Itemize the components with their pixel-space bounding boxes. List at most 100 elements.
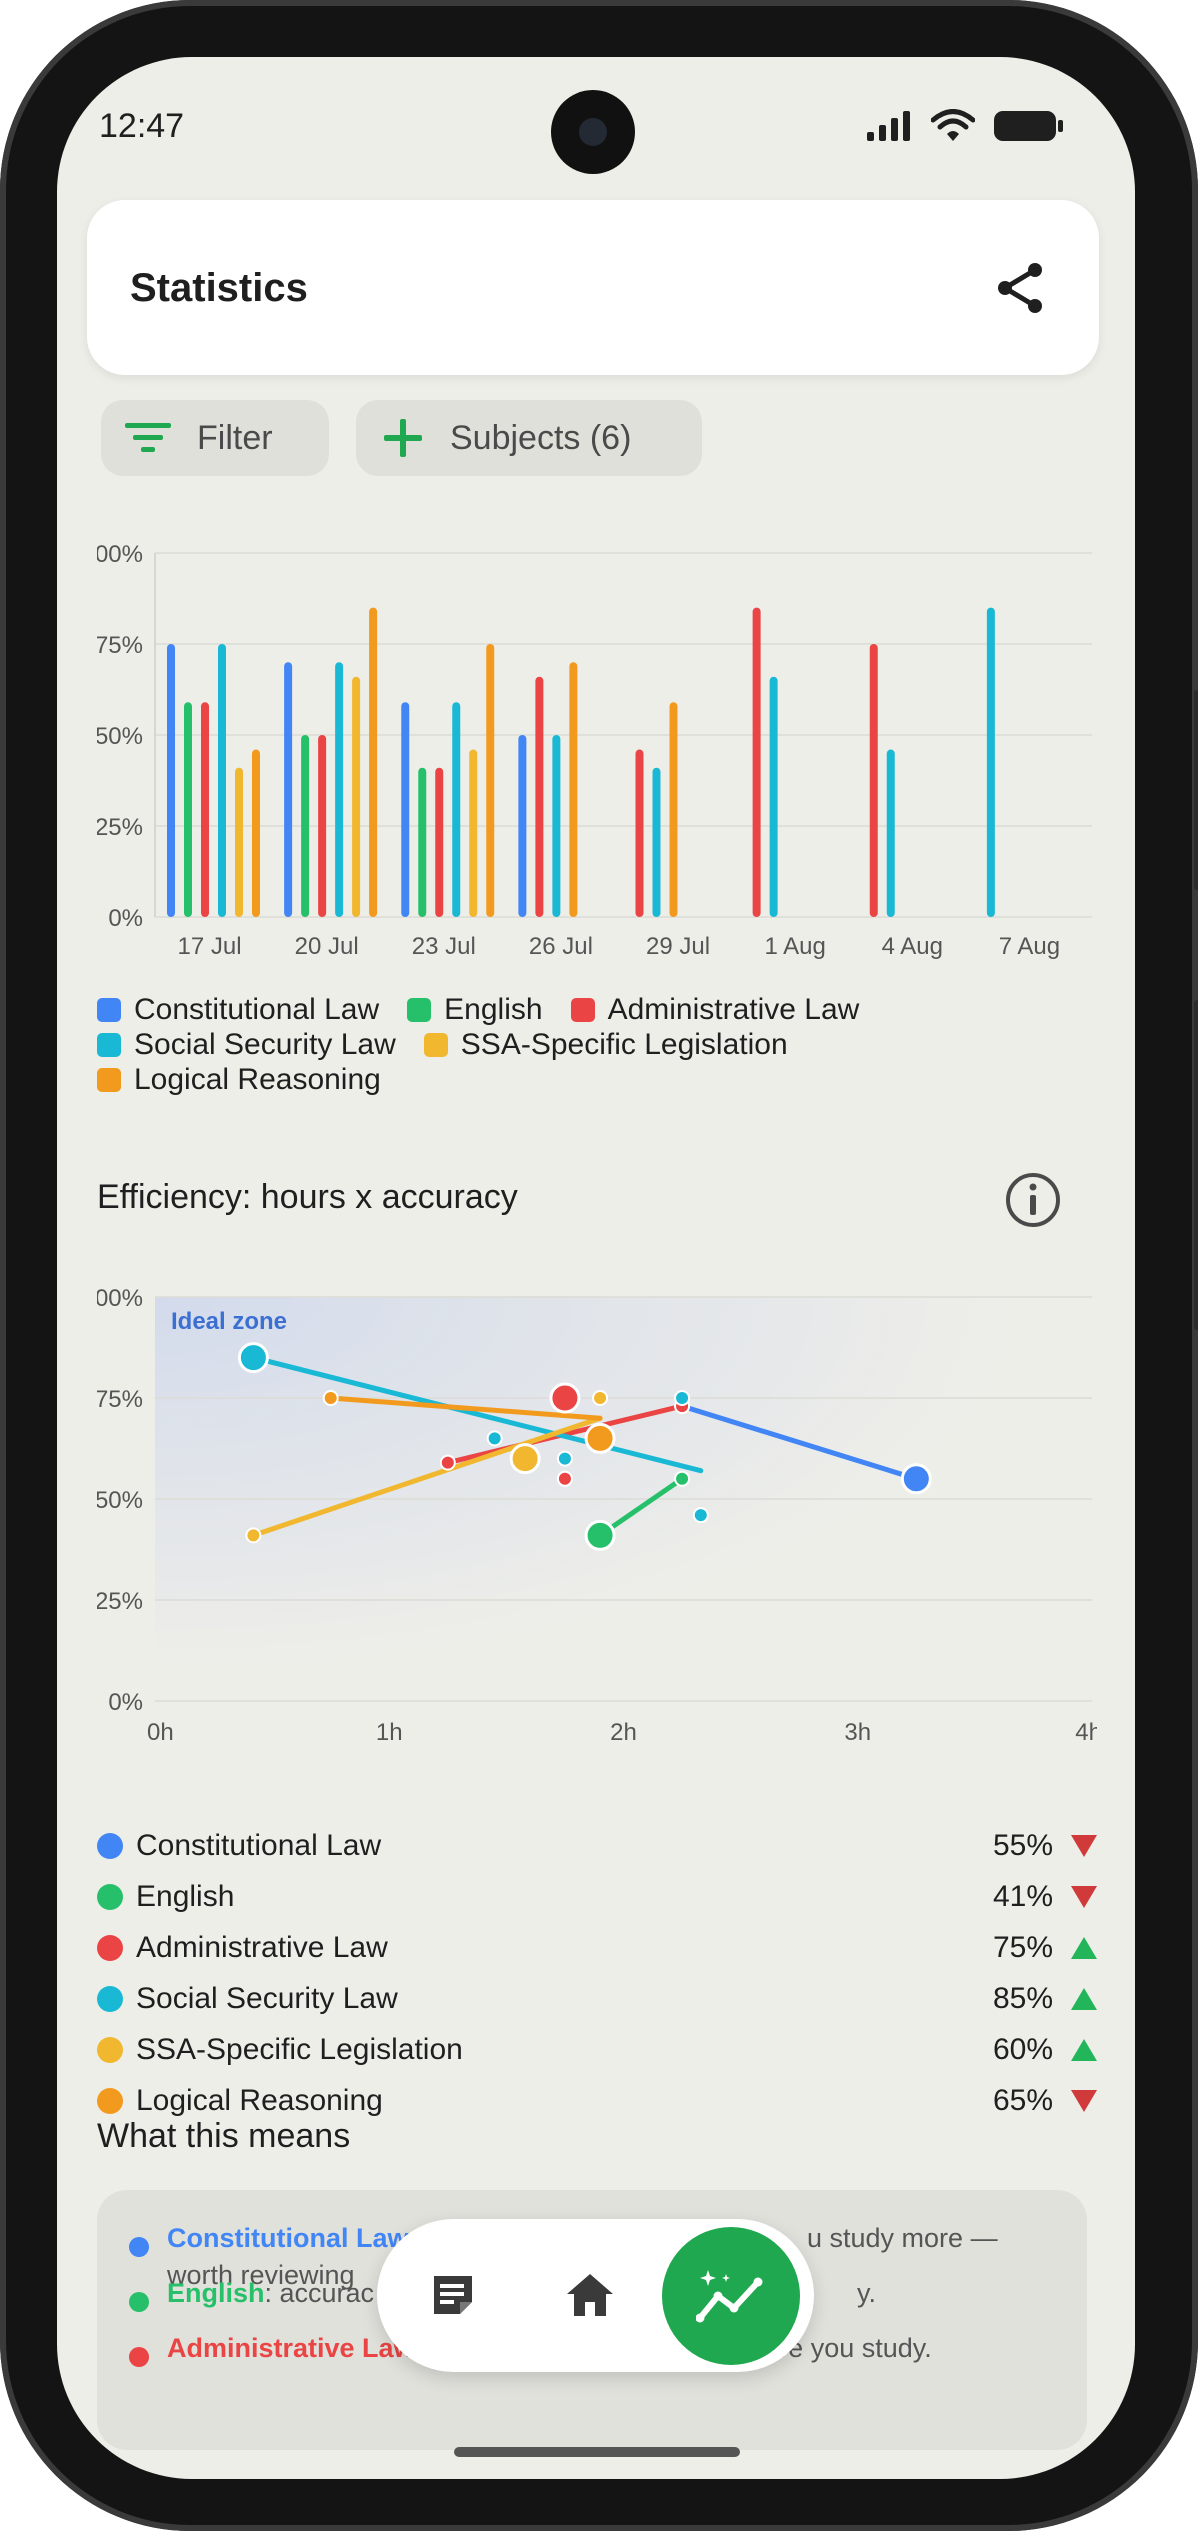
bar — [986, 607, 995, 917]
scatter-point — [674, 1390, 691, 1406]
subject-dot — [97, 1832, 123, 1859]
efficiency-row[interactable]: English 41% — [97, 1871, 1097, 1922]
bar — [201, 702, 209, 917]
trend-down-icon — [1071, 1834, 1097, 1857]
bar — [167, 644, 175, 917]
status-icons — [865, 109, 1065, 143]
x-tick-label: 4h — [1075, 1719, 1097, 1746]
scatter-svg: Ideal zone 100% 75% 50% 25% 0%0h 1h 2h 3h 4h — [82, 1285, 1102, 1746]
accuracy-value: 55% — [992, 1828, 1053, 1862]
bar — [486, 644, 495, 917]
home-indicator — [454, 2447, 740, 2457]
means-item-english-tail: y. — [857, 2278, 876, 2308]
scatter-point — [674, 1470, 691, 1487]
x-tick-label: 17 Jul — [178, 933, 242, 960]
trend-line — [250, 1355, 704, 1474]
home-icon[interactable] — [565, 2272, 615, 2318]
legend-item-administrative: Administrative Law — [570, 993, 859, 1027]
filter-chip-label: Filter — [197, 418, 273, 457]
subject-name: SSA-Specific Legislation — [136, 2032, 463, 2066]
status-time: 12:47 — [99, 107, 185, 145]
bar — [669, 702, 678, 917]
bar — [318, 735, 327, 917]
x-tick-label: 26 Jul — [529, 933, 593, 960]
page-title: Statistics — [130, 266, 308, 310]
y-tick-label: 100% — [97, 1285, 143, 1312]
legend-item-ssa-specific: SSA-Specific Legislation — [423, 1028, 788, 1062]
add-icon — [384, 419, 422, 457]
bar — [552, 735, 561, 917]
bar — [252, 749, 260, 917]
scatter-point — [584, 1422, 616, 1454]
efficiency-row[interactable]: SSA-Specific Legislation 60% — [97, 2024, 1097, 2075]
battery-icon — [994, 111, 1063, 141]
bar — [635, 749, 644, 917]
y-tick-label: 50% — [97, 1487, 143, 1514]
signal-icon — [867, 111, 910, 141]
bar — [535, 676, 544, 917]
efficiency-row[interactable]: Administrative Law 75% — [97, 1922, 1097, 1973]
trend-up-icon — [1071, 1936, 1097, 1959]
bar — [769, 676, 778, 917]
bar — [184, 702, 192, 917]
efficiency-row[interactable]: Logical Reasoning 65% — [97, 2075, 1097, 2126]
scatter-point — [439, 1454, 456, 1471]
subject-name: English — [136, 1879, 235, 1913]
scatter-point — [900, 1463, 932, 1495]
accuracy-value: 60% — [992, 2032, 1053, 2066]
means-item-constitutional-text2: worth reviewing — [167, 2260, 355, 2290]
subject-dot — [97, 1985, 123, 2012]
y-tick-label: 75% — [97, 632, 143, 659]
bar — [886, 749, 895, 917]
legend-item-social-security: Social Security Law — [97, 1028, 396, 1062]
trend-up-icon — [1071, 2038, 1097, 2061]
x-tick-label: 4 Aug — [882, 933, 943, 960]
share-icon[interactable] — [993, 260, 1049, 316]
stats-nav-button[interactable] — [662, 2227, 800, 2365]
y-tick-label: 0% — [108, 905, 143, 932]
info-icon[interactable] — [1003, 1170, 1063, 1230]
efficiency-row[interactable]: Social Security Law 85% — [97, 1973, 1097, 2024]
means-item-english: English: accurac — [167, 2278, 375, 2308]
wifi-icon — [931, 109, 975, 141]
x-tick-label: 23 Jul — [412, 933, 476, 960]
bottom-nav — [377, 2219, 814, 2372]
subject-name: Administrative Law — [136, 1930, 388, 1964]
y-tick-label: 0% — [108, 1689, 143, 1716]
filter-chip[interactable]: Filter — [101, 400, 329, 476]
camera-cutout — [551, 90, 635, 174]
bullet-icon — [129, 2292, 149, 2312]
trend-line — [328, 1395, 603, 1421]
y-tick-label: 50% — [97, 723, 143, 750]
subjects-chip[interactable]: Subjects (6) — [356, 400, 702, 476]
power-button — [1194, 1000, 1198, 1330]
trend-down-icon — [1071, 1885, 1097, 1908]
x-tick-label: 3h — [844, 1719, 871, 1746]
trend-down-icon — [1071, 2089, 1097, 2112]
efficiency-title: Efficiency: hours x accuracy — [97, 1178, 518, 1216]
efficiency-scatter: Ideal zone 100% 75% 50% 25% 0%0h 1h 2h 3h 4h — [82, 1267, 1102, 1827]
app-bar: Statistics — [87, 200, 1099, 375]
trend-line — [250, 1415, 603, 1538]
bar — [369, 607, 378, 917]
bar — [452, 702, 461, 917]
bar — [401, 702, 410, 917]
x-tick-label: 1h — [376, 1719, 403, 1746]
bullet-icon — [129, 2347, 149, 2367]
notes-icon[interactable] — [430, 2272, 476, 2318]
bar — [569, 662, 578, 917]
accuracy-value: 65% — [992, 2083, 1053, 2117]
bar — [869, 644, 878, 917]
efficiency-row[interactable]: Constitutional Law 55% — [97, 1820, 1097, 1871]
stats-icon — [696, 2270, 763, 2323]
bar — [652, 767, 661, 917]
bar — [284, 662, 293, 917]
trend-up-icon — [1071, 1987, 1097, 2010]
subjects-chip-label: Subjects (6) — [450, 418, 632, 457]
subject-name: Constitutional Law — [136, 1828, 382, 1862]
bar-chart: 100% 75% 50% 25% 0% 17 Jul 20 Jul 23 Jul 26 Jul 2… — [82, 527, 1097, 1027]
y-tick-label: 25% — [97, 1588, 143, 1615]
means-title: What this means — [97, 2117, 351, 2155]
bar — [352, 676, 361, 917]
trend-line — [679, 1403, 919, 1482]
